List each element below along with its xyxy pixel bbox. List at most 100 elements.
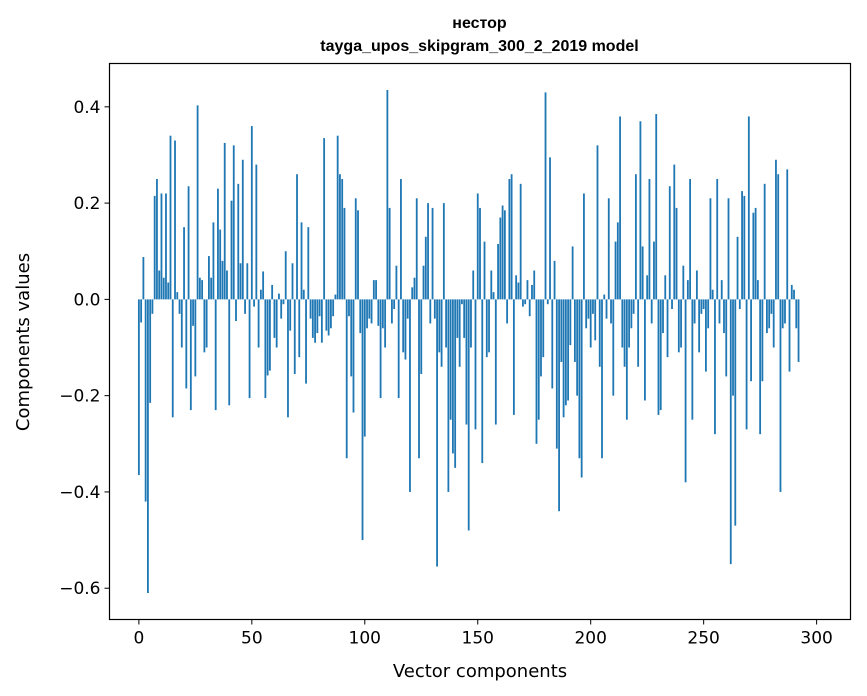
bar	[397, 299, 400, 399]
bar	[192, 299, 194, 326]
x-tick-label: 250	[687, 629, 719, 649]
bar	[671, 299, 673, 310]
bar	[404, 299, 407, 360]
bar	[336, 135, 339, 300]
bar	[253, 299, 255, 307]
bar	[377, 299, 380, 326]
y-tick-label: −0.6	[59, 579, 100, 599]
bar	[350, 299, 353, 377]
bar	[137, 299, 140, 476]
bar	[567, 299, 570, 401]
bar	[587, 299, 590, 319]
bar	[232, 145, 235, 300]
bar	[223, 142, 226, 300]
bar	[558, 299, 560, 512]
bar	[492, 292, 495, 300]
bar	[743, 195, 746, 300]
bar	[300, 222, 303, 300]
bar	[531, 284, 533, 300]
bar	[259, 289, 262, 300]
bar	[603, 294, 606, 300]
bar	[409, 299, 411, 492]
bar	[343, 207, 346, 300]
bar	[217, 188, 219, 300]
bar	[657, 299, 660, 415]
bar	[610, 299, 612, 324]
bar	[580, 299, 583, 478]
bar	[327, 299, 330, 336]
bar	[359, 299, 362, 334]
bar	[354, 198, 357, 300]
bar	[705, 299, 707, 372]
bar	[158, 270, 161, 300]
bar	[442, 203, 445, 300]
bar	[379, 299, 382, 399]
bar	[479, 207, 481, 300]
bar	[483, 241, 486, 300]
bar	[440, 299, 443, 367]
bar	[235, 299, 237, 322]
bar	[316, 299, 319, 334]
bar	[418, 299, 420, 459]
bar	[519, 183, 522, 300]
y-tick-label: 0.0	[73, 290, 100, 310]
bar	[388, 207, 391, 300]
bar	[526, 280, 529, 300]
bar	[506, 299, 509, 324]
bar	[709, 198, 712, 300]
bar	[583, 193, 585, 300]
bar	[339, 174, 341, 300]
bar	[736, 236, 739, 300]
bar	[180, 299, 183, 348]
bar	[402, 299, 405, 353]
x-tick-label: 100	[349, 629, 381, 649]
bar	[162, 277, 165, 300]
bar	[790, 284, 793, 300]
bar	[318, 299, 321, 317]
bar	[485, 299, 488, 358]
bar	[768, 299, 771, 329]
x-tick-label: 200	[574, 629, 606, 649]
bar	[738, 299, 741, 310]
bar	[221, 260, 224, 300]
bar	[673, 164, 676, 300]
bar	[406, 299, 409, 319]
bar	[467, 299, 470, 531]
bar	[702, 299, 705, 310]
bar	[585, 299, 588, 329]
bar	[241, 159, 244, 300]
bar	[248, 299, 251, 399]
bar	[244, 299, 246, 314]
bar	[198, 277, 201, 300]
bar	[630, 299, 633, 329]
bar	[169, 135, 172, 300]
bar	[309, 299, 312, 319]
bar	[664, 275, 667, 300]
bar	[662, 299, 664, 334]
bar	[219, 229, 222, 300]
bar	[720, 280, 723, 300]
bar	[140, 299, 143, 323]
bar	[461, 299, 463, 305]
bar	[528, 299, 531, 317]
bar	[153, 195, 156, 300]
bar	[691, 299, 694, 420]
bar	[368, 299, 371, 319]
bar	[524, 299, 527, 305]
bar	[160, 193, 163, 300]
bar	[501, 205, 504, 300]
y-axis-ticks: −0.6 −0.4 −0.2 0.0 0.2 0.4	[59, 98, 110, 599]
bar	[648, 179, 651, 300]
bar	[320, 299, 323, 343]
bar	[499, 217, 502, 300]
bar	[598, 299, 601, 367]
bar	[370, 299, 373, 324]
bar	[415, 198, 418, 300]
bar	[212, 222, 215, 300]
bar	[777, 174, 780, 300]
bar	[675, 207, 678, 300]
bar	[564, 299, 567, 406]
y-axis-label: Components values	[13, 253, 34, 431]
bar	[766, 299, 768, 334]
bar	[592, 299, 594, 314]
